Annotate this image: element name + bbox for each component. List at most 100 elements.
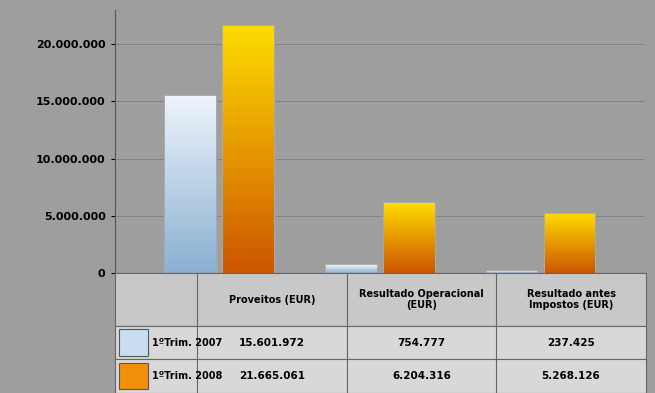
Bar [383,256,434,257]
Bar [164,171,216,173]
Bar [544,237,595,238]
Text: 1ºTrim. 2007: 1ºTrim. 2007 [153,338,223,348]
Bar [164,224,216,226]
Bar [222,25,274,273]
Bar [222,47,274,50]
Bar [222,270,274,273]
Bar [164,269,216,271]
Text: Proveitos (EUR): Proveitos (EUR) [229,294,315,305]
Bar [164,186,216,188]
Bar [383,252,434,253]
Bar [164,211,216,213]
Bar [222,31,274,35]
Bar [544,266,595,267]
Bar [164,249,216,251]
Bar [544,233,595,234]
Bar [164,166,216,168]
Bar [222,233,274,236]
Bar [383,251,434,252]
Bar [222,189,274,193]
Bar [164,99,216,101]
Bar [222,261,274,264]
Bar [544,264,595,265]
Bar [222,149,274,152]
Bar [222,217,274,220]
Text: 6.204.316: 6.204.316 [392,371,451,381]
Bar [383,259,434,260]
Bar [222,224,274,227]
Bar [164,217,216,220]
Bar [544,248,595,249]
Bar [222,59,274,62]
Bar [164,139,216,141]
Bar [164,233,216,235]
Bar [119,363,148,389]
Bar [222,25,274,28]
Bar [383,238,434,239]
Bar [544,265,595,266]
Bar [222,93,274,96]
Bar [383,247,434,248]
Bar [544,229,595,230]
Bar [383,267,434,268]
Bar [383,240,434,241]
Bar [383,241,434,242]
Bar [383,212,434,213]
Bar [222,267,274,270]
Bar [222,115,274,118]
Bar [164,121,216,123]
Bar [222,152,274,155]
Bar [164,226,216,228]
Bar [383,234,434,235]
Bar [222,220,274,224]
Bar [222,50,274,53]
Bar [383,246,434,247]
Bar [222,62,274,65]
Bar [222,205,274,208]
Bar [544,269,595,270]
Bar [119,329,148,356]
Bar [164,108,216,110]
Bar [383,228,434,229]
Bar [164,179,216,182]
Bar [164,130,216,132]
Bar [544,262,595,263]
Bar [164,135,216,137]
Bar [164,157,216,159]
Bar [222,40,274,44]
Bar [164,123,216,126]
Bar [544,236,595,237]
Bar [383,249,434,250]
Bar [164,202,216,204]
Bar [222,199,274,202]
Bar [544,220,595,221]
Text: 21.665.061: 21.665.061 [239,371,305,381]
Bar [383,211,434,212]
Bar [544,218,595,219]
Bar [222,127,274,130]
Bar [164,253,216,255]
Bar [544,254,595,255]
Bar [222,211,274,214]
Bar [164,260,216,262]
Bar [383,260,434,261]
Bar [164,115,216,117]
Bar [383,245,434,246]
Bar [544,234,595,235]
Bar [383,214,434,215]
Bar [164,182,216,184]
Bar [222,248,274,252]
Text: 5.268.126: 5.268.126 [542,371,601,381]
Bar [222,236,274,239]
Bar [383,269,434,270]
Bar [164,103,216,106]
Bar [383,205,434,206]
Text: 15.601.972: 15.601.972 [239,338,305,348]
Bar [544,232,595,233]
Bar [383,237,434,238]
Bar [222,143,274,146]
Bar [383,209,434,210]
Bar [164,204,216,206]
Bar [544,214,595,215]
Bar [222,183,274,186]
